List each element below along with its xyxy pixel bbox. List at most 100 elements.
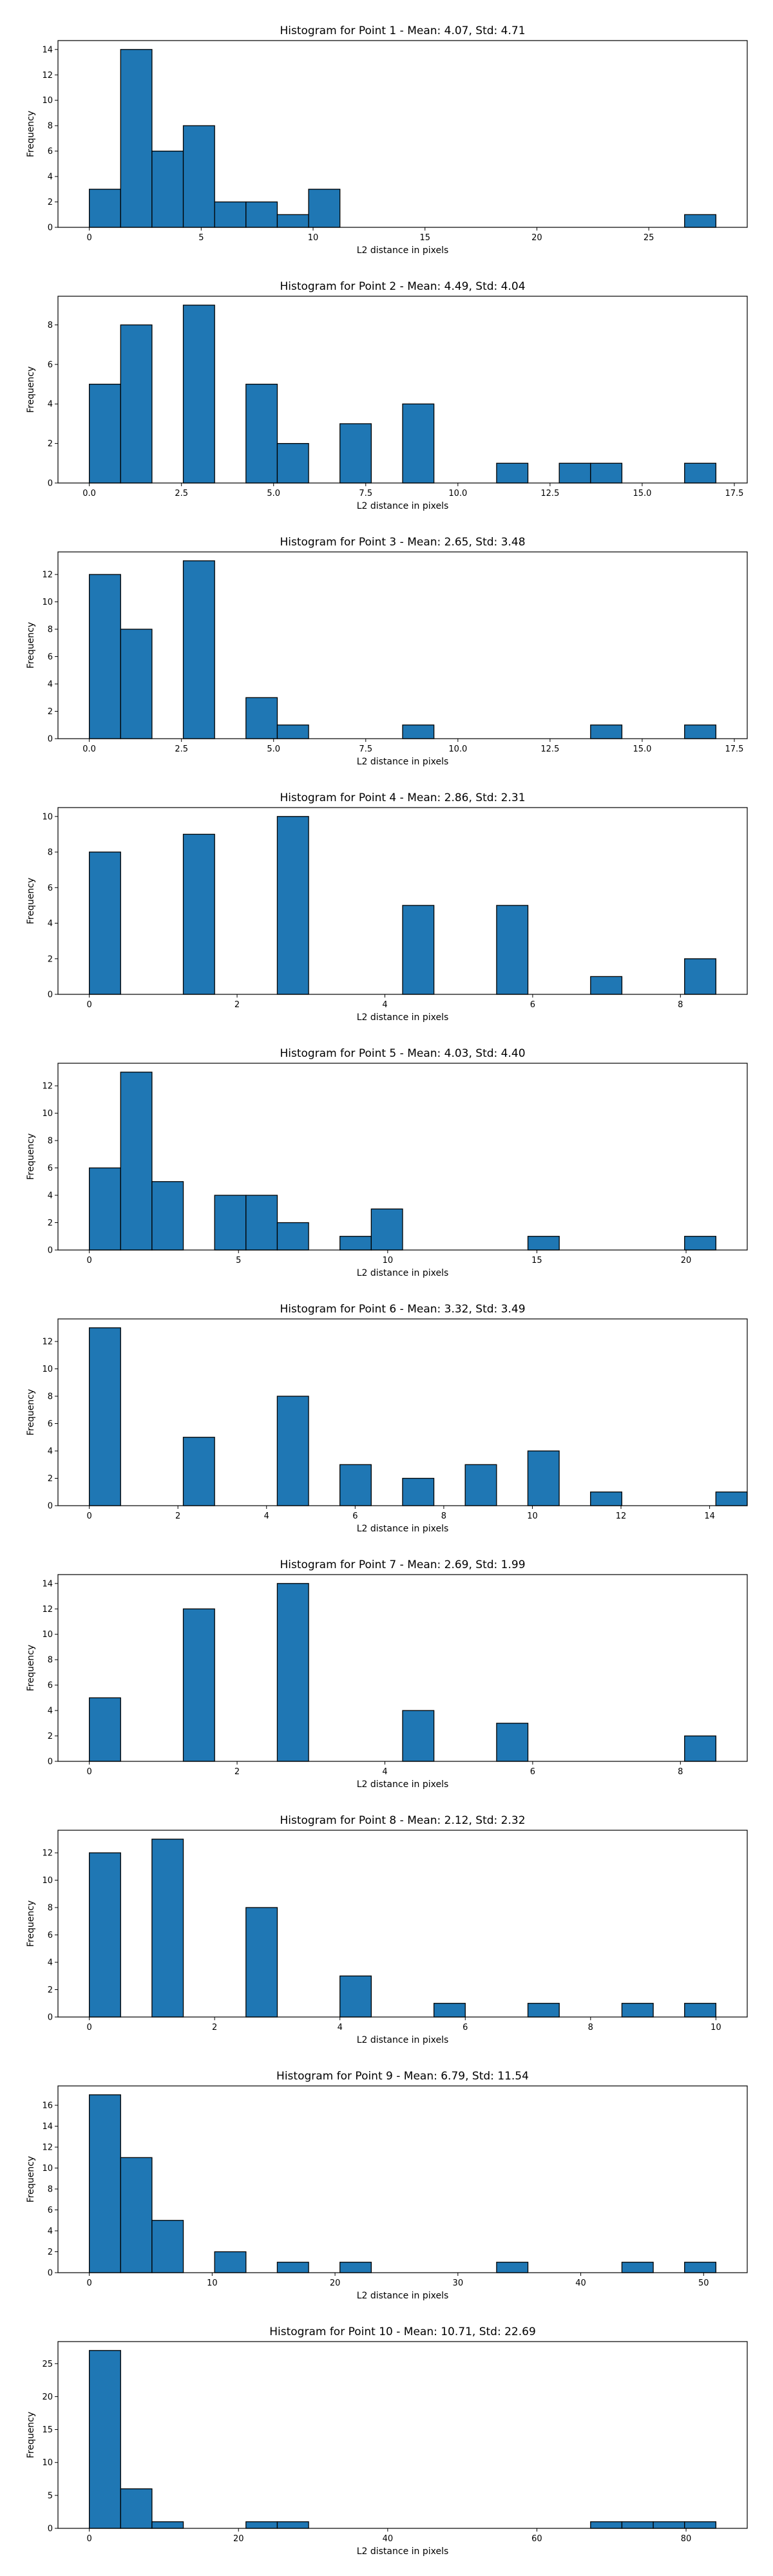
y-tick-label: 16 <box>42 2101 53 2111</box>
histogram-bar <box>151 1839 184 2018</box>
histogram-bar <box>339 2262 372 2273</box>
x-tick-label: 4 <box>382 1767 387 1777</box>
x-tick-label: 0 <box>86 1256 91 1265</box>
histogram-bar <box>684 958 717 995</box>
histogram-bar <box>182 1437 215 1506</box>
histogram-bar <box>402 1710 435 1762</box>
x-tick-label: 4 <box>338 2023 343 2032</box>
x-tick-label: 0 <box>86 2023 91 2032</box>
y-tick-label: 10 <box>42 1630 53 1640</box>
x-tick-label: 10.0 <box>448 744 467 754</box>
histogram-bar <box>151 2521 184 2529</box>
x-axis-label: L2 distance in pixels <box>357 1524 449 1534</box>
x-tick-label: 5.0 <box>267 744 280 754</box>
histogram-bar <box>276 724 309 739</box>
y-tick-label: 12 <box>42 1338 53 1347</box>
y-tick-label: 12 <box>42 1082 53 1092</box>
y-tick-label: 8 <box>48 2185 53 2195</box>
histogram-bar <box>88 1697 121 1762</box>
histogram-bar <box>621 2521 654 2529</box>
y-tick-label: 4 <box>48 2227 53 2237</box>
x-tick-label: 40 <box>575 2278 586 2288</box>
y-tick-label: 10 <box>42 96 53 106</box>
y-tick-label: 0 <box>48 1246 53 1256</box>
y-tick-label: 6 <box>48 1164 53 1173</box>
y-tick-label: 12 <box>42 71 53 80</box>
x-axis-label: L2 distance in pixels <box>357 1779 449 1790</box>
axes-frame <box>57 1574 748 1762</box>
y-tick-label: 8 <box>48 1904 53 1913</box>
histogram-bar <box>245 201 278 228</box>
y-tick-label: 12 <box>42 1849 53 1859</box>
x-tick-label: 14 <box>704 1511 715 1521</box>
y-tick-label: 2 <box>48 198 53 207</box>
histogram-bar <box>182 833 215 995</box>
histogram-bar <box>339 1236 372 1251</box>
y-tick-label: 14 <box>42 1579 53 1589</box>
y-tick-label: 2 <box>48 2248 53 2257</box>
y-tick-label: 10 <box>42 1109 53 1119</box>
y-tick-label: 8 <box>48 1137 53 1146</box>
histogram-panel-3: Histogram for Point 3 - Mean: 2.65, Std:… <box>26 536 748 767</box>
histogram-bar <box>182 125 215 228</box>
x-tick-label: 0 <box>86 1000 91 1010</box>
x-tick-label: 4 <box>264 1511 269 1521</box>
histogram-panel-6: Histogram for Point 6 - Mean: 3.32, Std:… <box>26 1303 748 1534</box>
histogram-bar <box>402 403 435 484</box>
x-tick-label: 12.5 <box>540 489 559 498</box>
y-tick-label: 0 <box>48 2013 53 2023</box>
histogram-bar <box>527 1450 560 1506</box>
histogram-bar <box>684 724 717 739</box>
histogram-bar <box>120 629 153 739</box>
x-axis-label: L2 distance in pixels <box>357 245 449 256</box>
y-tick-label: 6 <box>48 147 53 156</box>
histogram-bar <box>88 2350 121 2529</box>
chart-title: Histogram for Point 9 - Mean: 6.79, Std:… <box>276 2070 529 2083</box>
x-tick-label: 10 <box>711 2023 721 2032</box>
y-tick-label: 4 <box>48 400 53 410</box>
histogram-bar <box>276 214 309 228</box>
chart-title: Histogram for Point 7 - Mean: 2.69, Std:… <box>280 1558 525 1571</box>
histogram-bar <box>88 383 121 484</box>
histogram-panel-5: Histogram for Point 5 - Mean: 4.03, Std:… <box>26 1047 748 1278</box>
histogram-bar <box>464 1464 497 1506</box>
histogram-bar <box>433 2003 466 2018</box>
histogram-bar <box>496 905 529 995</box>
histogram-bar <box>151 150 184 228</box>
y-tick-label: 12 <box>42 571 53 580</box>
histogram-bar <box>339 1464 372 1506</box>
y-tick-label: 0 <box>48 479 53 489</box>
y-axis-label: Frequency <box>26 366 36 413</box>
y-tick-label: 10 <box>42 812 53 822</box>
y-tick-label: 8 <box>48 321 53 330</box>
y-axis-label: Frequency <box>26 622 36 668</box>
histogram-bar <box>88 2094 121 2273</box>
x-axis-label: L2 distance in pixels <box>357 1268 449 1278</box>
histogram-bar <box>558 462 591 484</box>
chart-title: Histogram for Point 2 - Mean: 4.49, Std:… <box>280 280 525 293</box>
y-tick-label: 2 <box>48 707 53 717</box>
x-tick-label: 17.5 <box>725 744 743 754</box>
histogram-bar <box>590 462 623 484</box>
y-tick-label: 4 <box>48 1447 53 1457</box>
x-tick-label: 8 <box>678 1000 683 1010</box>
x-tick-label: 10.0 <box>448 489 467 498</box>
y-tick-label: 6 <box>48 360 53 370</box>
x-tick-label: 25 <box>644 233 654 243</box>
histogram-bar <box>496 2262 529 2273</box>
x-tick-label: 8 <box>441 1511 446 1521</box>
y-tick-label: 2 <box>48 1732 53 1741</box>
y-tick-label: 10 <box>42 2164 53 2174</box>
x-tick-label: 7.5 <box>359 744 372 754</box>
histogram-bar <box>120 2488 153 2529</box>
y-tick-label: 0 <box>48 1502 53 1511</box>
y-tick-label: 0 <box>48 735 53 744</box>
histogram-bar <box>590 1492 622 1506</box>
x-tick-label: 2.5 <box>175 744 188 754</box>
x-tick-label: 8 <box>678 1767 683 1777</box>
x-tick-label: 6 <box>463 2023 468 2032</box>
histogram-bar <box>88 1852 121 2018</box>
x-tick-label: 7.5 <box>359 489 372 498</box>
histogram-bar <box>276 1396 309 1506</box>
y-axis-label: Frequency <box>26 1900 36 1947</box>
